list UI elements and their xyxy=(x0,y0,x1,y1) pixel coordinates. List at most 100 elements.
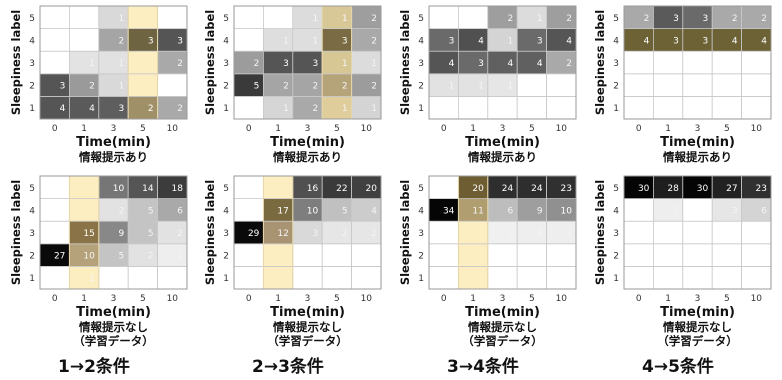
heatmap-cell xyxy=(457,243,489,267)
y-tick-label: 1 xyxy=(29,274,35,284)
heatmap-cell xyxy=(623,265,654,290)
x-tick-label: 5 xyxy=(724,294,730,304)
x-tick-label: 10 xyxy=(751,294,763,304)
heatmap-cell xyxy=(233,5,264,30)
heatmap-cell xyxy=(711,220,743,245)
cell-value-label: 1 xyxy=(537,14,543,24)
y-tick-label: 5 xyxy=(29,14,35,24)
heatmap-cell xyxy=(157,265,188,290)
cell-value-label: 12 xyxy=(277,229,288,239)
y-tick-label: 1 xyxy=(418,274,424,284)
y-tick-label: 3 xyxy=(29,59,35,69)
heatmap-cell xyxy=(127,5,158,30)
y-axis-label: Sleepiness label xyxy=(398,10,412,115)
heatmap-cell xyxy=(428,96,459,120)
cell-value-label: 2 xyxy=(371,14,377,24)
cell-value-label: 2 xyxy=(761,14,767,24)
y-axis-label: Sleepiness label xyxy=(398,180,412,285)
cell-value-label: 3 xyxy=(449,36,455,46)
plot-frame xyxy=(623,175,772,290)
cell-value-label: 4 xyxy=(449,59,455,69)
heatmap-cell xyxy=(516,243,548,267)
cell-value-label: 9 xyxy=(118,229,124,239)
cell-value-label: 2 xyxy=(312,82,318,92)
cell-value-label: 27 xyxy=(54,252,65,262)
cell-value-label: 2 xyxy=(371,229,377,239)
cell-value-label: 1 xyxy=(342,59,348,69)
y-tick-label: 4 xyxy=(29,36,35,46)
cell-value-label: 16 xyxy=(307,184,319,194)
x-tick-label: 3 xyxy=(111,124,117,134)
cell-value-label: 1 xyxy=(312,36,318,46)
caption-4-5: 4→5条件 xyxy=(642,357,714,377)
heatmap-cell xyxy=(39,5,70,30)
heatmap-cell xyxy=(39,220,70,245)
cell-value-label: 1 xyxy=(566,229,572,239)
heatmap-cell xyxy=(262,265,294,290)
cell-value-label: 1 xyxy=(312,14,318,24)
heatmap-cell xyxy=(487,243,518,267)
heatmap-cell xyxy=(546,243,577,267)
cell-value-label: 9 xyxy=(537,206,543,216)
heatmap-cell xyxy=(682,198,713,222)
heatmap-cell xyxy=(39,198,70,222)
x-tick-label: 0 xyxy=(636,124,642,134)
y-tick-label: 5 xyxy=(418,14,424,24)
cell-value-label: 3 xyxy=(283,59,289,69)
heatmap-cell xyxy=(711,50,743,75)
cell-value-label: 23 xyxy=(561,184,572,194)
heatmap-cell xyxy=(741,265,772,290)
cell-value-label: 10 xyxy=(113,184,125,194)
heatmap-cell xyxy=(487,96,518,120)
cell-value-label: 3 xyxy=(673,36,679,46)
heatmap-cell xyxy=(741,220,772,245)
x-tick-label: 3 xyxy=(305,124,311,134)
cell-value-label: 4 xyxy=(507,59,513,69)
heatmap-cell xyxy=(457,220,489,245)
x-tick-label: 10 xyxy=(361,124,373,134)
heatmap-cell xyxy=(623,96,654,120)
heatmap-cell xyxy=(457,5,489,30)
heatmap-panel-top-4: 4 3 3 4 4 2 3 3 2 2 1 2 3 4 5 0 1 3 5 10 Sleepiness label Tim… xyxy=(593,5,772,164)
heatmap-cell xyxy=(741,96,772,120)
cell-value-label: 11 xyxy=(472,206,483,216)
cell-value-label: 2 xyxy=(566,14,572,24)
cell-value-label: 4 xyxy=(566,36,572,46)
x-axis-label: Time(min) xyxy=(465,305,540,320)
x-tick-label: 10 xyxy=(751,124,763,134)
x-tick-label: 3 xyxy=(305,294,311,304)
panel-subtitle: 情報提示あり xyxy=(78,150,148,164)
heatmap-panel-top-3: 1 1 1 4 3 4 4 2 3 4 1 3 4 2 1 2 1 2 3 4 5 0 1 3 5 10 Sleepiness la… xyxy=(398,5,577,164)
y-axis-label: Sleepiness label xyxy=(9,180,23,285)
heatmap-cell xyxy=(233,175,264,200)
panel-subtitle: （学習データ） xyxy=(73,334,154,348)
x-tick-label: 0 xyxy=(441,124,447,134)
cell-value-label: 2 xyxy=(177,104,183,114)
cell-value-label: 4 xyxy=(537,59,543,69)
cell-value-label: 2 xyxy=(644,14,650,24)
y-tick-label: 4 xyxy=(613,36,619,46)
cell-value-label: 4 xyxy=(60,104,66,114)
heatmap-cell xyxy=(262,175,294,200)
cell-value-label: 24 xyxy=(531,184,543,194)
heatmap-cell xyxy=(623,220,654,245)
heatmap-cell xyxy=(516,265,548,290)
cell-value-label: 10 xyxy=(307,206,319,216)
cell-value-label: 1 xyxy=(118,82,124,92)
heatmap-cell xyxy=(351,265,382,290)
x-tick-label: 10 xyxy=(167,294,179,304)
y-tick-label: 2 xyxy=(29,82,35,92)
heatmap-cell xyxy=(653,96,684,120)
y-tick-label: 2 xyxy=(223,82,229,92)
cell-value-label: 2 xyxy=(566,59,572,69)
x-tick-label: 0 xyxy=(636,294,642,304)
plot-frame xyxy=(39,5,188,120)
cell-value-label: 1 xyxy=(89,274,95,284)
y-tick-label: 1 xyxy=(613,104,619,114)
cell-value-label: 2 xyxy=(89,82,95,92)
plot-frame xyxy=(39,175,188,290)
cell-value-label: 3 xyxy=(342,36,348,46)
heatmap-cell xyxy=(351,243,382,267)
heatmap-cell xyxy=(321,265,353,290)
